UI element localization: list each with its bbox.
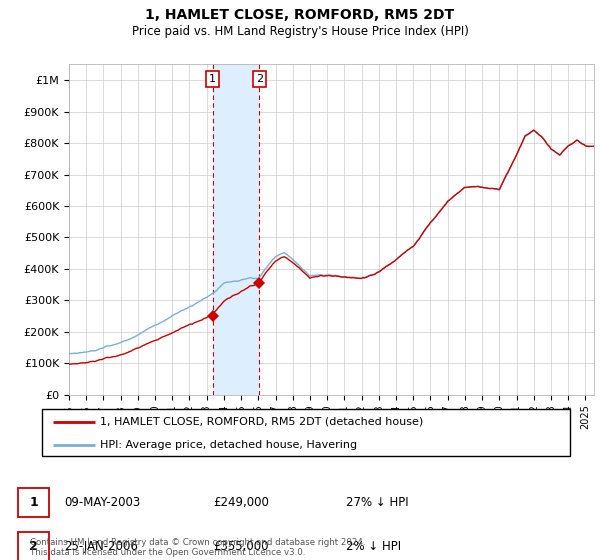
Text: HPI: Average price, detached house, Havering: HPI: Average price, detached house, Have… — [100, 440, 357, 450]
Text: 2: 2 — [256, 74, 263, 84]
Text: 09-MAY-2003: 09-MAY-2003 — [64, 496, 140, 509]
Text: 2: 2 — [29, 540, 38, 553]
Text: 27% ↓ HPI: 27% ↓ HPI — [346, 496, 409, 509]
Text: Price paid vs. HM Land Registry's House Price Index (HPI): Price paid vs. HM Land Registry's House … — [131, 25, 469, 38]
Text: Contains HM Land Registry data © Crown copyright and database right 2024.
This d: Contains HM Land Registry data © Crown c… — [30, 538, 365, 557]
Text: 25-JAN-2006: 25-JAN-2006 — [64, 540, 138, 553]
Text: 1: 1 — [29, 496, 38, 509]
Text: 1, HAMLET CLOSE, ROMFORD, RM5 2DT (detached house): 1, HAMLET CLOSE, ROMFORD, RM5 2DT (detac… — [100, 417, 424, 427]
FancyBboxPatch shape — [18, 488, 49, 517]
Text: 1, HAMLET CLOSE, ROMFORD, RM5 2DT: 1, HAMLET CLOSE, ROMFORD, RM5 2DT — [145, 8, 455, 22]
Text: £249,000: £249,000 — [214, 496, 269, 509]
Text: 2% ↓ HPI: 2% ↓ HPI — [346, 540, 401, 553]
Text: 1: 1 — [209, 74, 216, 84]
Text: £355,000: £355,000 — [214, 540, 269, 553]
Bar — [213, 64, 259, 395]
FancyBboxPatch shape — [18, 532, 49, 560]
